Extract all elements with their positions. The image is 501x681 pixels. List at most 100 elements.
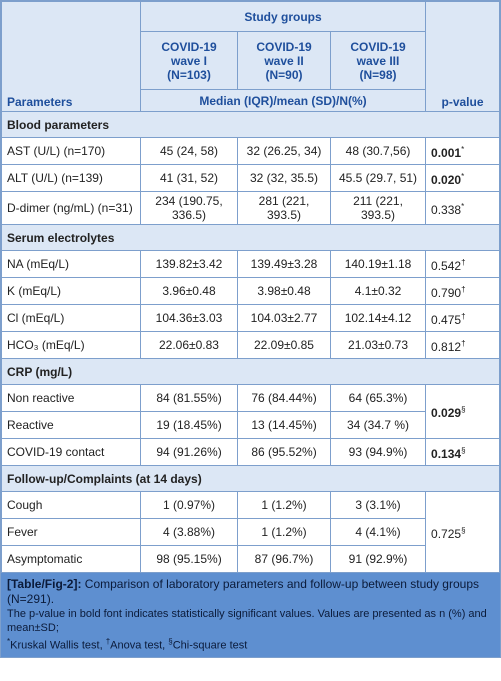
value-cell: 93 (94.9%) [329,438,427,466]
value-cell: 1 (0.97%) [140,491,238,519]
p-value-mark: † [461,311,466,321]
data-row: AST (U/L) (n=170) 45 (24, 58) 32 (26.25, 3… [1,137,500,165]
value-cell: 139.49±3.28 [237,250,331,278]
group-header: COVID-19 wave II (N=90) [237,31,331,90]
value-cell: 211 (221, 393.5) [329,191,427,225]
data-row: Asymptomatic 98 (95.15%) 87 (96.7%) 91 (92.… [1,545,500,573]
value-cell: 64 (65.3%) [329,384,427,412]
data-row: HCO₃ (mEq/L) 22.06±0.83 22.09±0.85 21.03±0.… [1,331,500,359]
value-cell: 32 (26.25, 34) [237,137,331,165]
caption: [Table/Fig-2]: Comparison of laboratory … [1,573,500,657]
value-cell: 91 (92.9%) [329,545,427,573]
value-cell: 4 (4.1%) [329,518,427,546]
value-cell: 84 (81.55%) [140,384,238,412]
caption-label: [Table/Fig-2]: [7,577,82,591]
p-value: 0.790 [431,285,462,300]
parameter: ALT (U/L) (n=139) [1,164,141,192]
value-cell: 86 (95.52%) [237,438,331,466]
value-cell: 3 (3.1%) [329,491,427,519]
p-value-mark: † [461,257,466,267]
p-value: 0.725 [431,526,462,541]
p-value-cell: 0.134§ [425,438,500,466]
study-groups-header: Study groups [139,1,427,32]
parameter: AST (U/L) (n=170) [1,137,141,165]
value-cell: 104.36±3.03 [140,304,238,332]
p-value: 0.001 [431,145,462,160]
data-row: D-dimer (ng/mL) (n=31) 234 (190.75, 336.5… [1,191,500,225]
caption-tests: *Kruskal Wallis test, †Anova test, §Chi-… [7,637,248,652]
p-value-cell: 0.338* [425,191,500,225]
p-value: 0.542 [431,258,462,273]
parameter: K (mEq/L) [1,277,141,305]
data-row: NA (mEq/L) 139.82±3.42 139.49±3.28 140.19±1… [1,250,500,278]
group-header-line: wave III [356,53,400,68]
group-header-line: (N=103) [167,67,211,82]
parameters-header: Parameters [1,1,141,112]
test-mark: § [168,637,173,646]
data-row: Non reactive 84 (81.55%) 76 (84.44%) 64 (65… [1,384,500,439]
p-value-cell: 0.725§ [425,491,500,573]
p-value-mark: * [461,171,465,181]
parameter: COVID-19 contact [1,438,141,466]
value-cell: 4.1±0.32 [329,277,427,305]
group-header-line: COVID-19 [350,39,406,54]
p-value-mark: * [461,144,465,154]
section-title: Blood parameters [1,111,500,138]
data-row: Fever 4 (3.88%) 1 (1.2%) 4 (4.1%) [1,518,500,546]
parameter: Asymptomatic [1,545,141,573]
test-name: Anova test [110,639,163,652]
value-cell: 3.96±0.48 [140,277,238,305]
value-cell: 45 (24, 58) [140,137,238,165]
p-value-cell: 0.475† [425,304,500,332]
p-value-mark: § [461,405,466,414]
parameter: Cl (mEq/L) [1,304,141,332]
group-header-line: (N=98) [359,67,397,82]
test-mark: * [7,637,11,646]
p-value-cell: 0.812† [425,331,500,359]
value-cell: 139.82±3.42 [140,250,238,278]
value-cell: 21.03±0.73 [329,331,427,359]
parameter: D-dimer (ng/mL) (n=31) [1,191,141,225]
value-cell: 4 (3.88%) [140,518,238,546]
section-title: Serum electrolytes [1,224,500,251]
group-header-line: COVID-19 [161,39,217,54]
group-header: COVID-19 wave III (N=98) [329,31,427,90]
value-cell: 1 (1.2%) [237,518,331,546]
section-row: CRP (mg/L) [1,358,500,385]
p-value-cell: 0.790† [425,277,500,305]
section-row: Follow-up/Complaints (at 14 days) [1,465,500,492]
value-cell: 1 (1.2%) [237,491,331,519]
parameter: Fever [1,518,141,546]
p-value-mark: † [461,284,466,294]
value-cell: 34 (34.7 %) [329,411,427,439]
p-value-cell: 0.029§ [425,384,500,439]
data-table: Parameters Study groups p-value COVID-19… [1,1,500,573]
section-row: Serum electrolytes [1,224,500,251]
test-mark: † [105,637,111,646]
caption-text: Comparison of laboratory parameters and … [7,577,479,606]
test-name: Chi-square test [172,639,248,652]
value-cell: 140.19±1.18 [329,250,427,278]
p-value-cell: 0.542† [425,250,500,278]
data-row: Cl (mEq/L) 104.36±3.03 104.03±2.77 102.14±4… [1,304,500,332]
value-cell: 48 (30.7,56) [329,137,427,165]
p-value: 0.812 [431,339,462,354]
value-cell: 234 (190.75, 336.5) [140,191,238,225]
p-value-mark: § [461,445,466,455]
value-cell: 41 (31, 52) [140,164,238,192]
data-row: K (mEq/L) 3.96±0.48 3.98±0.48 4.1±0.32 0.790… [1,277,500,305]
p-value-mark: § [461,525,466,535]
section-title: Follow-up/Complaints (at 14 days) [1,465,500,492]
test-name: Kruskal Wallis test [10,639,100,652]
value-cell: 22.09±0.85 [237,331,331,359]
parameter: Cough [1,491,141,519]
p-value-cell: 0.020* [425,164,500,192]
value-cell: 94 (91.26%) [140,438,238,466]
group-header: COVID-19 wave I (N=103) [140,31,238,90]
p-value: 0.338 [431,202,462,217]
value-cell: 87 (96.7%) [237,545,331,573]
value-cell: 13 (14.45%) [237,411,331,439]
data-row: Reactive 19 (18.45%) 13 (14.45%) 34 (34.7 %… [1,411,500,439]
group-header-line: wave II [264,53,304,68]
